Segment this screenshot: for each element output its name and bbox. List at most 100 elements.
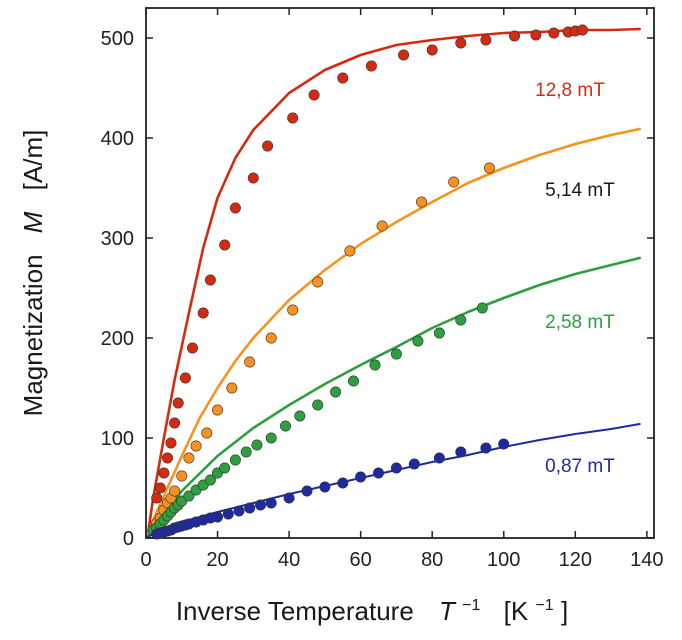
data-point-12-8-mT-12 bbox=[229, 202, 241, 214]
y-axis-title-main: Magnetization bbox=[18, 254, 48, 416]
data-point-5-14-mT-5 bbox=[169, 485, 181, 497]
fit-line-5-14-mT bbox=[146, 127, 641, 537]
data-point-12-8-mT-9 bbox=[197, 307, 209, 319]
data-point-5-14-mT-7 bbox=[183, 452, 195, 464]
x-tick-label-20: 20 bbox=[206, 549, 228, 571]
data-point-12-8-mT-23 bbox=[508, 30, 520, 42]
x-axis-title: Inverse Temperature T −1 [K −1 ] bbox=[176, 586, 568, 626]
y-tick-label-100: 100 bbox=[101, 428, 134, 450]
y-axis-title: Magnetization M [A/m] bbox=[18, 130, 48, 417]
x-tick-label-0: 0 bbox=[140, 549, 151, 571]
data-point-12-8-mT-7 bbox=[179, 372, 191, 384]
series-label-12-8-mT: 12,8 mT bbox=[535, 80, 605, 101]
data-point-12-8-mT-5 bbox=[169, 417, 181, 429]
data-point-2-58-mT-24 bbox=[369, 359, 381, 371]
y-tick-label-0: 0 bbox=[123, 528, 134, 550]
data-point-12-8-mT-17 bbox=[337, 72, 349, 84]
data-point-2-58-mT-25 bbox=[390, 348, 402, 360]
x-tick-label-40: 40 bbox=[278, 549, 300, 571]
data-point-12-8-mT-0 bbox=[151, 492, 163, 504]
data-point-0-87-mT-21 bbox=[319, 481, 331, 493]
y-axis-symbol: M bbox=[18, 211, 48, 233]
data-point-12-8-mT-21 bbox=[455, 37, 467, 49]
data-point-12-8-mT-18 bbox=[365, 60, 377, 72]
data-point-12-8-mT-25 bbox=[548, 27, 560, 39]
data-point-2-58-mT-14 bbox=[219, 462, 231, 474]
data-point-0-87-mT-26 bbox=[408, 458, 420, 470]
data-point-5-14-mT-13 bbox=[265, 332, 277, 344]
series-label-2-58-mT: 2,58 mT bbox=[545, 312, 615, 333]
x-tick-label-80: 80 bbox=[421, 549, 443, 571]
data-point-2-58-mT-29 bbox=[476, 302, 488, 314]
y-tick-label-400: 400 bbox=[101, 128, 134, 150]
series-label-5-14-mT: 5,14 mT bbox=[545, 180, 615, 201]
data-point-0-87-mT-13 bbox=[212, 511, 224, 523]
plot-frame bbox=[145, 7, 655, 539]
data-point-12-8-mT-10 bbox=[204, 274, 216, 286]
data-point-12-8-mT-24 bbox=[530, 29, 542, 41]
data-point-2-58-mT-12 bbox=[204, 474, 216, 486]
data-point-12-8-mT-8 bbox=[187, 342, 199, 354]
data-point-0-87-mT-30 bbox=[498, 438, 510, 450]
data-point-5-14-mT-16 bbox=[344, 245, 356, 257]
data-point-5-14-mT-14 bbox=[287, 304, 299, 316]
x-axis-title-main: Inverse Temperature bbox=[176, 596, 414, 626]
data-point-5-14-mT-10 bbox=[212, 404, 224, 416]
data-point-2-58-mT-28 bbox=[455, 314, 467, 326]
data-point-12-8-mT-16 bbox=[308, 89, 320, 101]
data-point-2-58-mT-26 bbox=[412, 335, 424, 347]
data-point-12-8-mT-15 bbox=[287, 112, 299, 124]
data-point-0-87-mT-16 bbox=[244, 502, 256, 514]
x-tick-label-140: 140 bbox=[630, 549, 663, 571]
data-point-0-87-mT-17 bbox=[255, 499, 267, 511]
data-point-0-87-mT-22 bbox=[337, 477, 349, 489]
data-point-5-14-mT-20 bbox=[483, 162, 495, 174]
data-point-5-14-mT-12 bbox=[244, 356, 256, 368]
data-point-2-58-mT-18 bbox=[265, 432, 277, 444]
data-point-2-58-mT-27 bbox=[433, 327, 445, 339]
data-point-12-8-mT-19 bbox=[398, 49, 410, 61]
data-point-12-8-mT-3 bbox=[162, 452, 174, 464]
data-point-5-14-mT-8 bbox=[190, 440, 202, 452]
data-point-2-58-mT-17 bbox=[251, 439, 263, 451]
x-axis-symbol: T bbox=[439, 596, 457, 626]
y-axis-unit: [A/m] bbox=[18, 130, 48, 191]
data-point-5-14-mT-18 bbox=[415, 196, 427, 208]
data-point-5-14-mT-19 bbox=[448, 176, 460, 188]
data-point-12-8-mT-14 bbox=[262, 140, 274, 152]
data-point-12-8-mT-2 bbox=[158, 467, 170, 479]
data-point-0-87-mT-28 bbox=[455, 446, 467, 458]
y-tick-label-500: 500 bbox=[101, 28, 134, 50]
x-tick-label-60: 60 bbox=[350, 549, 372, 571]
data-point-5-14-mT-6 bbox=[176, 470, 188, 482]
data-point-12-8-mT-4 bbox=[165, 437, 177, 449]
x-axis-unit-sup: −1 bbox=[535, 597, 553, 614]
data-point-5-14-mT-15 bbox=[312, 276, 324, 288]
data-points bbox=[147, 24, 588, 540]
data-point-2-58-mT-16 bbox=[240, 446, 252, 458]
x-axis-symbol-sup: −1 bbox=[462, 597, 480, 614]
x-tick-label-100: 100 bbox=[487, 549, 520, 571]
data-point-12-8-mT-28 bbox=[576, 24, 588, 36]
data-point-2-58-mT-9 bbox=[183, 490, 195, 502]
data-point-12-8-mT-11 bbox=[219, 239, 231, 251]
data-point-2-58-mT-22 bbox=[330, 386, 342, 398]
data-point-12-8-mT-22 bbox=[480, 34, 492, 46]
data-point-0-87-mT-27 bbox=[433, 452, 445, 464]
data-point-5-14-mT-17 bbox=[376, 220, 388, 232]
data-point-12-8-mT-6 bbox=[172, 397, 184, 409]
data-point-2-58-mT-15 bbox=[229, 454, 241, 466]
data-point-5-14-mT-11 bbox=[226, 382, 238, 394]
data-point-0-87-mT-29 bbox=[480, 442, 492, 454]
data-point-0-87-mT-18 bbox=[265, 497, 277, 509]
y-tick-label-300: 300 bbox=[101, 228, 134, 250]
data-point-2-58-mT-23 bbox=[347, 375, 359, 387]
data-point-2-58-mT-20 bbox=[294, 410, 306, 422]
data-point-5-14-mT-9 bbox=[201, 427, 213, 439]
data-point-12-8-mT-1 bbox=[154, 482, 166, 494]
fit-line-2-58-mT bbox=[146, 256, 641, 538]
data-point-12-8-mT-13 bbox=[247, 172, 259, 184]
data-point-0-87-mT-25 bbox=[390, 462, 402, 474]
data-point-12-8-mT-20 bbox=[426, 44, 438, 56]
